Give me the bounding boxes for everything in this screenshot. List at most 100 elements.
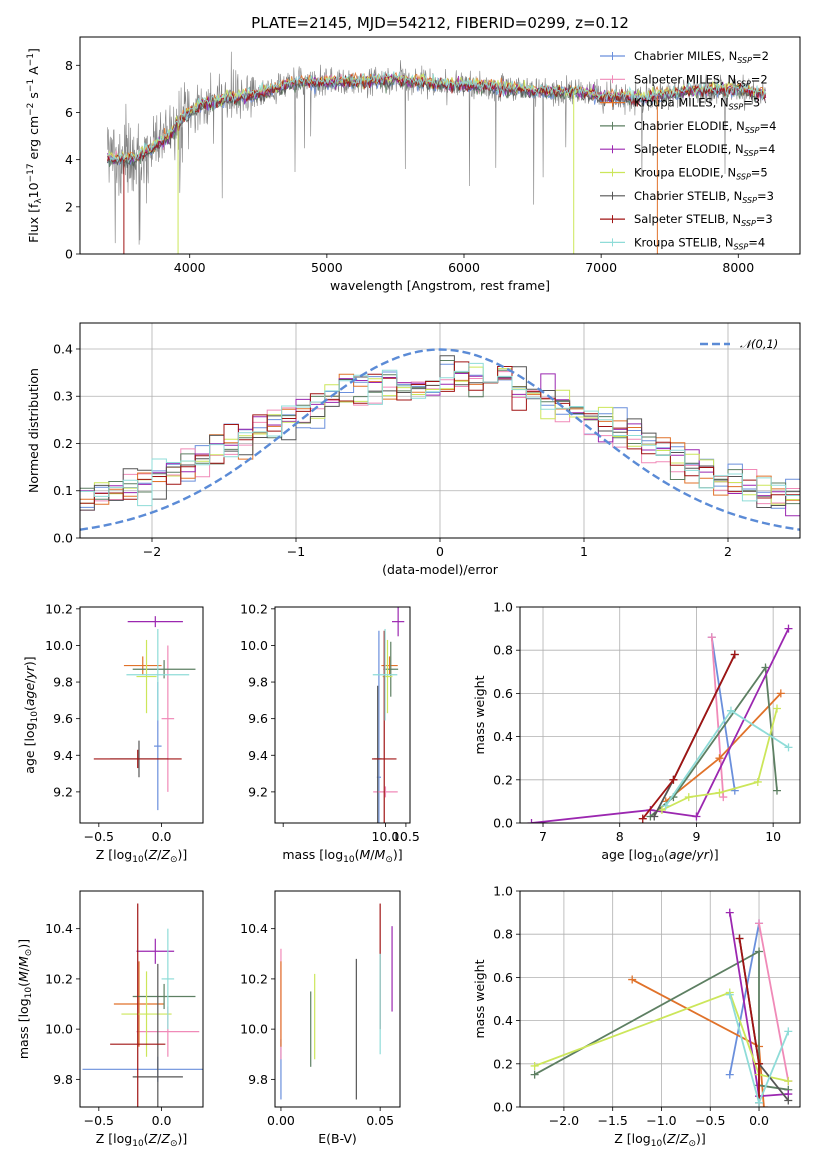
y-tick-label: 0.6 bbox=[493, 970, 513, 985]
y-tick-label: 1.0 bbox=[493, 600, 513, 615]
x-tick-label: 0.00 bbox=[267, 1113, 295, 1128]
gridlines bbox=[520, 606, 800, 824]
weight-marker bbox=[755, 947, 764, 956]
weight-line bbox=[531, 628, 790, 823]
x-tick-label: 10.0 bbox=[372, 829, 400, 844]
x-tick-label: 5000 bbox=[311, 260, 343, 275]
plot-area bbox=[371, 607, 405, 823]
x-tick-label: −0.5 bbox=[84, 1113, 114, 1128]
x-tick-label: −2.0 bbox=[549, 1113, 579, 1128]
weight-marker bbox=[692, 812, 701, 821]
y-tick-label: 0 bbox=[65, 247, 73, 262]
x-tick-label: −1.0 bbox=[646, 1113, 676, 1128]
y-tick-label: 9.8 bbox=[53, 1072, 73, 1087]
x-tick-label: 8000 bbox=[722, 260, 754, 275]
y-tick-label: 9.8 bbox=[248, 1072, 268, 1087]
y-axis-label: mass weight bbox=[472, 675, 487, 754]
x-tick-label: −0.5 bbox=[84, 829, 114, 844]
x-tick-label: 10 bbox=[765, 829, 781, 844]
weight-marker bbox=[725, 908, 734, 917]
y-tick-label: 0.2 bbox=[493, 1056, 513, 1071]
y-tick-label: 10.2 bbox=[45, 971, 73, 986]
plot-area bbox=[93, 616, 196, 811]
weight-marker bbox=[530, 1070, 539, 1079]
weight-marker bbox=[707, 633, 716, 642]
y-tick-label: 0.3 bbox=[53, 389, 73, 404]
y-tick-label: 4 bbox=[65, 152, 73, 167]
y-tick-label: 10.0 bbox=[240, 638, 268, 653]
normal-curve bbox=[80, 348, 800, 531]
y-tick-label: 1.0 bbox=[493, 884, 513, 899]
weight-marker bbox=[755, 1059, 764, 1068]
weight-line bbox=[710, 637, 736, 791]
weight-marker bbox=[784, 1027, 793, 1036]
plot-area bbox=[106, 51, 767, 254]
x-tick-label: 7000 bbox=[585, 260, 617, 275]
x-axis-label: Z [log10(Z/Z⊙)] bbox=[614, 1131, 706, 1149]
y-tick-label: 9.8 bbox=[53, 675, 73, 690]
weight-marker bbox=[669, 775, 678, 784]
weight-marker bbox=[650, 812, 659, 821]
y-tick-label: 0.0 bbox=[493, 816, 513, 831]
weight-marker bbox=[772, 786, 781, 795]
weight-marker bbox=[661, 801, 670, 810]
y-axis-label: age [log10(age/yr)] bbox=[22, 656, 40, 773]
x-tick-label: 0 bbox=[436, 544, 444, 559]
axes-frame bbox=[79, 890, 204, 1108]
legend-label: Salpeter STELIB, NSSP=3 bbox=[634, 212, 773, 228]
legend-normal-label: 𝒩(0,1) bbox=[740, 337, 778, 351]
axes-frame bbox=[79, 606, 204, 824]
axes-frame bbox=[274, 890, 401, 1108]
weight-marker bbox=[730, 650, 739, 659]
x-tick-label: 0.0 bbox=[749, 1113, 769, 1128]
weight-marker bbox=[684, 793, 693, 802]
weight-line bbox=[758, 923, 790, 1082]
y-tick-label: 0.6 bbox=[493, 686, 513, 701]
y-axis-label: Flux [fλ10−17 erg cm−2 s−1 A−1] bbox=[26, 48, 44, 243]
legend-label: Salpeter MILES, NSSP=2 bbox=[634, 72, 768, 88]
y-tick-label: 10.2 bbox=[240, 971, 268, 986]
histogram-step bbox=[80, 362, 800, 538]
y-axis-label: Normed distribution bbox=[26, 368, 41, 493]
y-tick-label: 0.8 bbox=[493, 643, 513, 658]
axes-frame bbox=[274, 606, 411, 824]
x-tick-label: 0.0 bbox=[152, 1113, 172, 1128]
axes-frame bbox=[79, 36, 801, 255]
x-axis-label: mass [log10(M/M⊙)] bbox=[282, 847, 402, 865]
x-tick-label: 7 bbox=[539, 829, 547, 844]
legend-label: Kroupa MILES, NSSP=3 bbox=[634, 96, 760, 112]
plot-area bbox=[80, 348, 800, 538]
weight-marker bbox=[726, 706, 735, 715]
y-tick-label: 10.0 bbox=[240, 1022, 268, 1037]
legend-label: Chabrier ELODIE, NSSP=4 bbox=[634, 119, 776, 135]
weight-marker bbox=[784, 1096, 793, 1105]
x-tick-label: 0.0 bbox=[152, 829, 172, 844]
chart-mass-weight-vs-age: 7 8 9 10 0.0 0.2 0.4 0.6 0.8 1.0 age [log10(age/yr… bbox=[472, 600, 801, 865]
y-tick-label: 0.4 bbox=[493, 1013, 513, 1028]
chart-mass-vs-EBV: 0.00 0.05 9.8 10.0 10.2 10.4 E(B-V) bbox=[240, 890, 401, 1146]
x-axis-label: wavelength [Angstrom, rest frame] bbox=[330, 278, 550, 293]
x-tick-label: 10.5 bbox=[392, 829, 420, 844]
y-tick-label: 10.4 bbox=[240, 921, 268, 936]
y-tick-label: 10.4 bbox=[45, 921, 73, 936]
axes-frame bbox=[79, 322, 801, 539]
weight-marker bbox=[755, 1098, 764, 1107]
y-tick-label: 0.8 bbox=[493, 927, 513, 942]
weight-line bbox=[534, 949, 789, 1091]
legend-label: Chabrier MILES, NSSP=2 bbox=[634, 49, 769, 65]
weight-marker bbox=[755, 919, 764, 928]
weight-marker bbox=[657, 806, 666, 815]
axes-frame bbox=[519, 606, 801, 824]
plot-area bbox=[530, 908, 793, 1107]
x-tick-label: −2 bbox=[143, 544, 161, 559]
weight-marker bbox=[527, 819, 536, 823]
y-tick-label: 10.2 bbox=[240, 601, 268, 616]
x-tick-label: 4000 bbox=[174, 260, 206, 275]
model-spectrum-line bbox=[107, 71, 767, 164]
y-axis-label: mass weight bbox=[472, 959, 487, 1038]
axes-frame bbox=[519, 890, 801, 1108]
y-tick-label: 0.2 bbox=[493, 772, 513, 787]
weight-marker bbox=[715, 788, 724, 797]
